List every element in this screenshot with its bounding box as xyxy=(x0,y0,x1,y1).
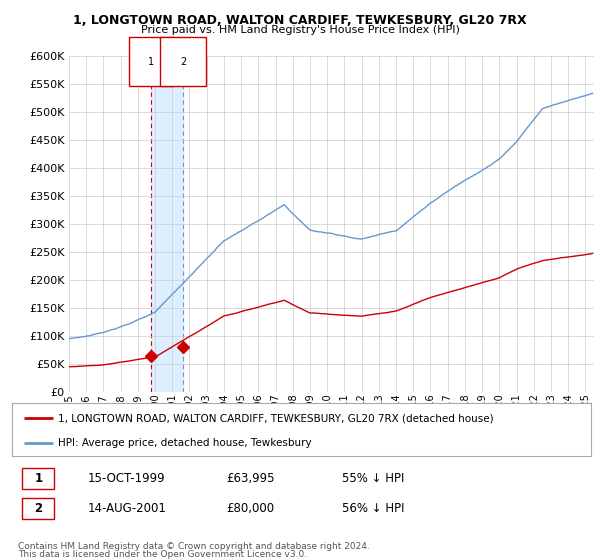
Text: £63,995: £63,995 xyxy=(226,472,275,485)
Text: 1: 1 xyxy=(148,57,155,67)
Text: £80,000: £80,000 xyxy=(226,502,274,515)
FancyBboxPatch shape xyxy=(22,468,54,489)
Text: 1: 1 xyxy=(34,472,43,485)
Text: 55% ↓ HPI: 55% ↓ HPI xyxy=(342,472,404,485)
Text: 15-OCT-1999: 15-OCT-1999 xyxy=(87,472,165,485)
Bar xyxy=(151,56,183,392)
FancyBboxPatch shape xyxy=(22,498,54,519)
Text: 14-AUG-2001: 14-AUG-2001 xyxy=(87,502,166,515)
Text: 2: 2 xyxy=(34,502,43,515)
Text: 1, LONGTOWN ROAD, WALTON CARDIFF, TEWKESBURY, GL20 7RX (detached house): 1, LONGTOWN ROAD, WALTON CARDIFF, TEWKES… xyxy=(58,413,494,423)
Text: Price paid vs. HM Land Registry's House Price Index (HPI): Price paid vs. HM Land Registry's House … xyxy=(140,25,460,35)
Text: HPI: Average price, detached house, Tewkesbury: HPI: Average price, detached house, Tewk… xyxy=(58,438,312,448)
Text: 56% ↓ HPI: 56% ↓ HPI xyxy=(342,502,404,515)
Text: 1, LONGTOWN ROAD, WALTON CARDIFF, TEWKESBURY, GL20 7RX: 1, LONGTOWN ROAD, WALTON CARDIFF, TEWKES… xyxy=(73,14,527,27)
Text: This data is licensed under the Open Government Licence v3.0.: This data is licensed under the Open Gov… xyxy=(18,550,307,559)
Text: Contains HM Land Registry data © Crown copyright and database right 2024.: Contains HM Land Registry data © Crown c… xyxy=(18,542,370,551)
Text: 2: 2 xyxy=(180,57,186,67)
